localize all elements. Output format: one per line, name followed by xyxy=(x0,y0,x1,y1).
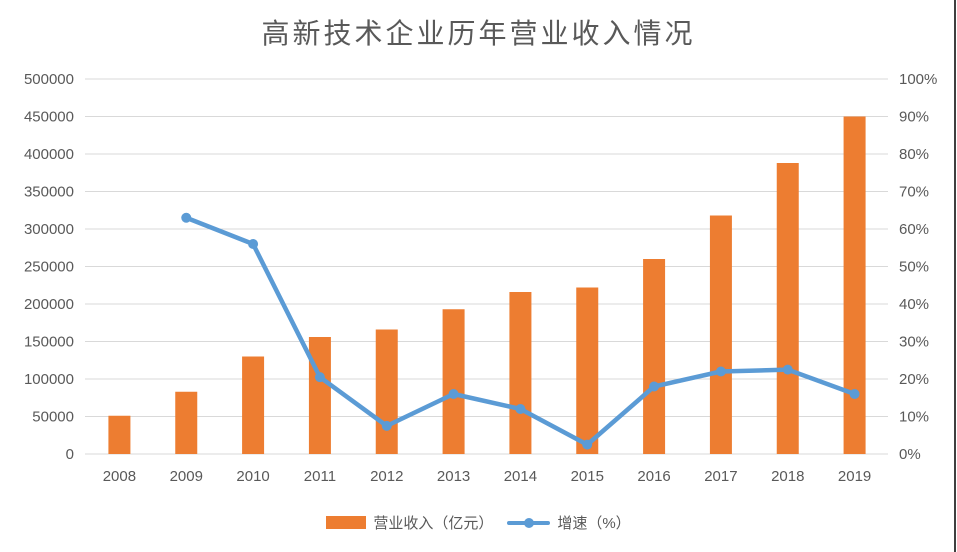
growth-marker-2010 xyxy=(248,239,259,249)
line-swatch-marker-icon xyxy=(524,518,535,528)
x-axis-tick: 2012 xyxy=(370,468,403,485)
y-axis-tick-left: 500000 xyxy=(24,71,74,88)
x-axis-tick: 2018 xyxy=(771,468,804,485)
bar-2017 xyxy=(709,215,732,454)
y-axis-tick-right: 40% xyxy=(899,296,929,313)
growth-marker-2016 xyxy=(649,381,660,392)
y-axis-tick-left: 300000 xyxy=(24,221,74,238)
x-axis-tick: 2010 xyxy=(236,468,269,485)
bar-2018 xyxy=(776,163,799,454)
bar-2009 xyxy=(175,391,198,454)
bar-2010 xyxy=(242,356,265,454)
chart-title: 高新技术企业历年营业收入情况 xyxy=(261,17,696,50)
bar-2019 xyxy=(843,116,866,454)
x-axis-tick: 2019 xyxy=(838,468,871,485)
y-axis-tick-right: 20% xyxy=(899,371,929,388)
y-axis-tick-left: 0 xyxy=(66,446,74,463)
y-axis-tick-right: 100% xyxy=(899,71,937,88)
bar-2008 xyxy=(108,415,131,454)
growth-marker-2019 xyxy=(849,389,860,399)
legend-item-revenue: 营业收入（亿元） xyxy=(326,512,493,533)
line-swatch-icon xyxy=(507,516,551,529)
legend: 营业收入（亿元） 增速（%） xyxy=(0,512,957,533)
x-axis-tick: 2009 xyxy=(170,468,203,485)
x-axis-tick: 2013 xyxy=(437,468,470,485)
legend-label-revenue: 营业收入（亿元） xyxy=(373,515,494,532)
y-axis-tick-right: 30% xyxy=(899,334,929,351)
y-axis-tick-right: 60% xyxy=(899,221,929,238)
growth-marker-2015 xyxy=(582,439,593,450)
y-axis-tick-left: 150000 xyxy=(24,334,74,351)
x-axis-tick: 2011 xyxy=(304,468,336,485)
growth-marker-2009 xyxy=(181,212,192,223)
growth-marker-2018 xyxy=(782,364,793,375)
bar-2012 xyxy=(375,329,398,454)
y-axis-tick-left: 350000 xyxy=(24,184,74,201)
y-axis-tick-right: 0% xyxy=(899,446,921,463)
x-axis-tick: 2014 xyxy=(504,468,537,485)
legend-item-growth: 增速（%） xyxy=(507,512,631,533)
growth-marker-2017 xyxy=(715,366,726,377)
x-axis-tick: 2017 xyxy=(704,468,737,485)
window-edge-line xyxy=(954,0,956,552)
y-axis-tick-right: 80% xyxy=(899,146,929,163)
y-axis-tick-left: 100000 xyxy=(24,371,74,388)
y-axis-tick-left: 400000 xyxy=(24,146,74,163)
y-axis-tick-left: 250000 xyxy=(24,259,74,276)
x-axis-tick: 2008 xyxy=(103,468,136,485)
bar-2011 xyxy=(308,337,331,454)
y-axis-tick-right: 70% xyxy=(899,184,929,201)
growth-marker-2011 xyxy=(314,372,325,383)
bar-2014 xyxy=(509,292,532,454)
y-axis-tick-right: 50% xyxy=(899,259,929,276)
x-axis-tick: 2016 xyxy=(637,468,670,485)
x-axis-tick: 2015 xyxy=(571,468,604,485)
y-axis-tick-left: 50000 xyxy=(32,409,74,426)
bar-2016 xyxy=(643,259,666,454)
y-axis-tick-left: 450000 xyxy=(24,109,74,126)
bar-2013 xyxy=(442,309,465,454)
y-axis-tick-left: 200000 xyxy=(24,296,74,313)
growth-marker-2014 xyxy=(515,404,526,414)
bar-2015 xyxy=(576,287,599,454)
growth-marker-2013 xyxy=(448,389,459,399)
y-axis-tick-right: 10% xyxy=(899,409,929,426)
bar-swatch-icon xyxy=(326,516,367,529)
growth-marker-2012 xyxy=(381,420,392,431)
legend-label-growth: 增速（%） xyxy=(557,515,631,532)
y-axis-tick-right: 90% xyxy=(899,109,929,126)
